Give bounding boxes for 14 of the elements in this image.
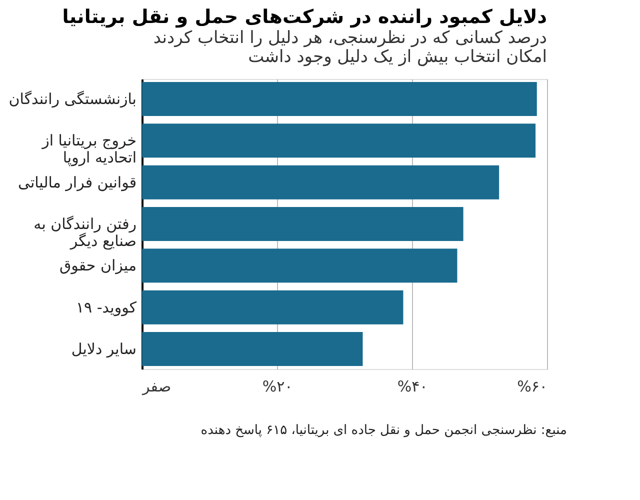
x-tick-label: صفر xyxy=(142,378,172,396)
y-tick-label: میزان حقوق xyxy=(59,256,136,275)
text: منبع: نظرسنجی انجمن حمل و نقل جاده ای بریتانیا، ۶۱۵ پاسخ دهنده xyxy=(200,423,567,438)
x-tick-label: %۲۰ xyxy=(262,378,293,396)
y-tick-label: خروج بریتانیا از اتحادیه اروپا xyxy=(41,132,136,167)
y-tick-label: قوانین فرار مالیاتی xyxy=(18,173,136,192)
y-tick-label: کووید- ۱۹ xyxy=(76,298,138,316)
x-tick-label: %۶۰ xyxy=(517,378,548,396)
y-tick-label: بازنشستگی رانندگان xyxy=(8,90,136,108)
chart-subtitle: درصد کسانی که در نظرسنجی، هر دلیل را انتخاب کردند امکان انتخاب بیش از یک دلیل وجود داشت xyxy=(153,28,547,67)
y-tick-label: سایر دلایل xyxy=(71,340,136,358)
x-tick-label: %۴۰ xyxy=(397,378,428,396)
y-tick-label: رفتن رانندگان به صنایع دیگر xyxy=(34,215,136,250)
chart-title: دلایل کمبود راننده در شرکت‌های حمل و نقل بریتانیا xyxy=(62,6,548,28)
